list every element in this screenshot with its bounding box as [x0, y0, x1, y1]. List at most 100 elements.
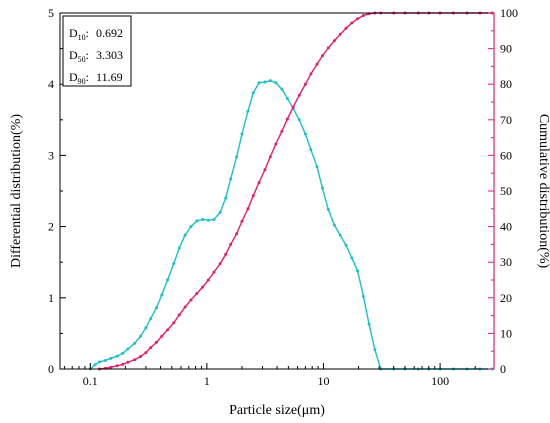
series-1-point-14: [177, 313, 181, 317]
series-1-point-16: [189, 298, 193, 302]
series-0-point-34: [280, 87, 284, 91]
series-1-point-25: [240, 219, 244, 223]
series-1-point-41: [332, 39, 336, 43]
series-1-point-22: [224, 252, 228, 256]
series-1-point-35: [297, 93, 301, 97]
y-left-tick-label-1: 1: [48, 291, 54, 305]
series-1-point-36: [303, 82, 307, 86]
y-left-tick-label-2: 2: [48, 220, 54, 234]
y-right-tick-label-4: 40: [500, 220, 512, 234]
series-0-point-47: [356, 269, 360, 273]
series-1-point-42: [338, 32, 342, 36]
series-1-point-30: [268, 155, 272, 159]
series-0-point-40: [315, 165, 319, 169]
y-right-tick-label-1: 10: [500, 326, 512, 340]
d10-sub: 10: [78, 33, 86, 42]
x-tick-label-0: 0.1: [83, 374, 98, 388]
series-1-point-38: [315, 62, 319, 66]
series-0-point-16: [177, 246, 181, 250]
series-1-point-24: [235, 232, 239, 236]
y-axis-title-right: Cumulative distribution(%): [536, 114, 550, 269]
series-0-point-46: [350, 256, 354, 260]
y-left-tick-label-4: 4: [48, 77, 54, 91]
series-0-point-9: [139, 334, 143, 338]
series-0-point-7: [126, 347, 130, 351]
series-1-point-21: [218, 262, 222, 266]
y-left-tick-label-0: 0: [48, 362, 54, 376]
series-1-point-2: [109, 365, 113, 369]
series-1-point-45: [356, 17, 360, 21]
series-0-point-8: [133, 341, 137, 345]
series-0-point-6: [121, 351, 125, 355]
series-0-point-2: [98, 360, 102, 364]
series-1-point-9: [149, 346, 153, 350]
series-0-point-42: [326, 208, 330, 212]
y-right-tick-label-8: 80: [500, 77, 512, 91]
series-1-point-33: [285, 117, 289, 121]
series-1-point-26: [246, 207, 250, 211]
series-0-point-14: [166, 278, 170, 282]
d10-row: D10: 0.692: [69, 26, 123, 42]
series-0-point-48: [361, 294, 365, 298]
series-1-point-15: [183, 305, 187, 309]
series-1-point-32: [280, 129, 284, 133]
series-1-point-31: [274, 142, 278, 146]
series-0-point-3: [103, 358, 107, 362]
series-0-point-49: [367, 322, 371, 326]
series-1-point-3: [115, 364, 119, 368]
series-1-point-13: [172, 321, 176, 325]
series-0-point-38: [303, 132, 307, 136]
series-1: [98, 11, 494, 371]
series-0-point-43: [332, 223, 336, 227]
series-0-point-18: [189, 225, 193, 229]
series-0-point-39: [309, 148, 313, 152]
y-right-tick-label-0: 0: [500, 362, 506, 376]
d10-value: 0.692: [96, 26, 123, 40]
series-0-point-31: [263, 80, 267, 84]
series-0-point-30: [257, 81, 261, 85]
series-0-point-1: [93, 363, 97, 367]
series-0-point-26: [235, 155, 239, 159]
y-right-tick-label-5: 50: [500, 184, 512, 198]
y-right-tick-label-6: 60: [500, 148, 512, 162]
y-right-tick-label-7: 70: [500, 113, 512, 127]
x-tick-label-2: 10: [317, 374, 329, 388]
series-0-point-21: [206, 218, 210, 222]
series-1-point-18: [201, 285, 205, 289]
series-0-point-50: [373, 348, 377, 352]
series-0-point-20: [201, 217, 205, 221]
series-1-point-23: [229, 242, 233, 246]
series-1-point-20: [212, 270, 216, 274]
series-1-point-43: [344, 26, 348, 30]
x-tick-label-3: 100: [431, 374, 449, 388]
series-0-point-28: [246, 109, 250, 113]
y-left-tick-label-3: 3: [48, 148, 54, 162]
y-right-tick-label-9: 90: [500, 42, 512, 56]
series-1-point-6: [133, 358, 137, 362]
d90-row: D90: 11.69: [69, 70, 123, 86]
series-1-point-12: [166, 328, 170, 332]
series-0-point-35: [285, 96, 289, 100]
series-1-line: [99, 12, 493, 370]
series-0-point-29: [251, 91, 255, 95]
series-1-point-28: [257, 180, 261, 184]
series-0-point-17: [183, 233, 187, 237]
series-1-point-11: [160, 334, 164, 338]
x-tick-label-1: 1: [204, 374, 210, 388]
series-1-point-40: [326, 46, 330, 50]
series-1-point-7: [139, 355, 143, 359]
series-0-point-45: [344, 243, 348, 247]
y-right-tick-label-3: 30: [500, 255, 512, 269]
series-0-point-13: [160, 293, 164, 297]
series-1-point-4: [121, 362, 125, 366]
series-0-point-24: [224, 196, 228, 200]
series-1-point-37: [309, 72, 313, 76]
series-1-point-39: [320, 54, 324, 58]
series-1-point-46: [361, 13, 365, 17]
series-1-point-27: [251, 194, 255, 198]
y-right-tick-label-10: 100: [500, 6, 518, 20]
series-0-point-41: [320, 186, 324, 190]
y-left-tick-label-5: 5: [48, 6, 54, 20]
y-right-tick-label-2: 20: [500, 291, 512, 305]
